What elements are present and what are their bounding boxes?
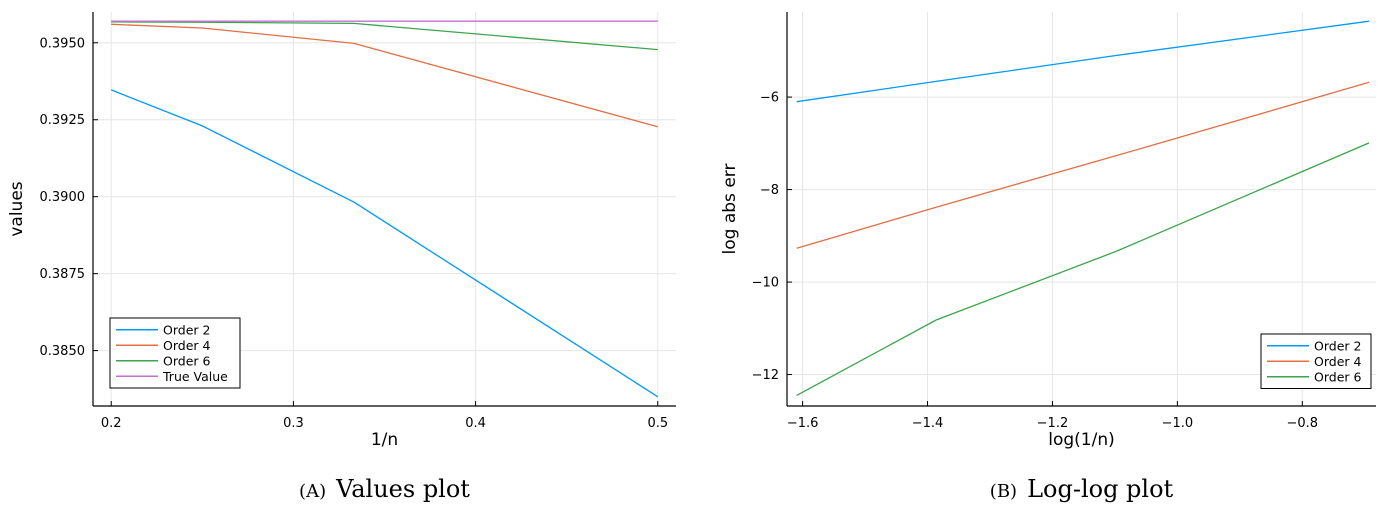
legend-label: Order 6 <box>163 353 210 368</box>
y-tick-label: −12 <box>752 368 779 383</box>
legend-label: Order 6 <box>1314 369 1361 384</box>
caption-text: Values plot <box>335 475 470 503</box>
x-tick-label: −1.0 <box>1162 416 1194 431</box>
y-tick-label: −8 <box>760 183 779 198</box>
caption-text: Log-log plot <box>1027 475 1173 503</box>
figure-caption: (B) Log-log plot <box>990 475 1174 503</box>
series-line-order-2 <box>110 89 659 398</box>
chart-values: 0.2 0.3 0.4 0.5 0.3850 0.3875 0.3900 0.3925 0.39… <box>7 12 676 503</box>
y-tick-label: 0.3950 <box>40 36 86 51</box>
legend-label: Order 4 <box>1314 354 1361 369</box>
x-tick-label: −1.2 <box>1037 416 1069 431</box>
x-axis-label: 1/n <box>371 430 398 450</box>
series-line-order-6 <box>796 142 1370 396</box>
legend-label: Order 4 <box>163 338 210 353</box>
x-axis-label: log(1/n) <box>1048 430 1115 450</box>
x-tick-label: 0.5 <box>647 416 668 431</box>
x-tick-label: −1.6 <box>787 416 819 431</box>
y-tick-label: 0.3900 <box>40 190 86 205</box>
y-tick-label: −6 <box>760 91 779 106</box>
y-tick-label: 0.3850 <box>40 344 86 359</box>
x-tick-label: 0.3 <box>283 416 304 431</box>
legend-label: Order 2 <box>1314 338 1361 353</box>
legend-label: True Value <box>162 369 228 384</box>
figure-caption: (A) Values plot <box>299 475 470 503</box>
y-axis-label: log abs err <box>720 164 740 255</box>
caption-tag: (A) <box>299 481 326 502</box>
chart-loglog: −1.6 −1.4 −1.2 −1.0 −0.8 −12 −10 −8 −6 log(1/n) lo… <box>720 12 1376 503</box>
caption-tag: (B) <box>990 481 1017 502</box>
y-axis-label: values <box>7 181 27 236</box>
series-line-order-2 <box>796 20 1370 103</box>
x-tick-label: −0.8 <box>1287 416 1319 431</box>
y-tick-label: −10 <box>752 276 779 291</box>
x-tick-label: 0.4 <box>465 416 486 431</box>
x-tick-label: −1.4 <box>912 416 944 431</box>
series-line-order-6 <box>111 21 658 51</box>
x-tick-label: 0.2 <box>101 416 122 431</box>
series-line-order-4 <box>796 81 1370 249</box>
y-tick-label: 0.3875 <box>40 267 86 282</box>
series-line-order-4 <box>111 23 658 128</box>
legend-label: Order 2 <box>163 322 210 337</box>
y-tick-label: 0.3925 <box>40 113 86 128</box>
